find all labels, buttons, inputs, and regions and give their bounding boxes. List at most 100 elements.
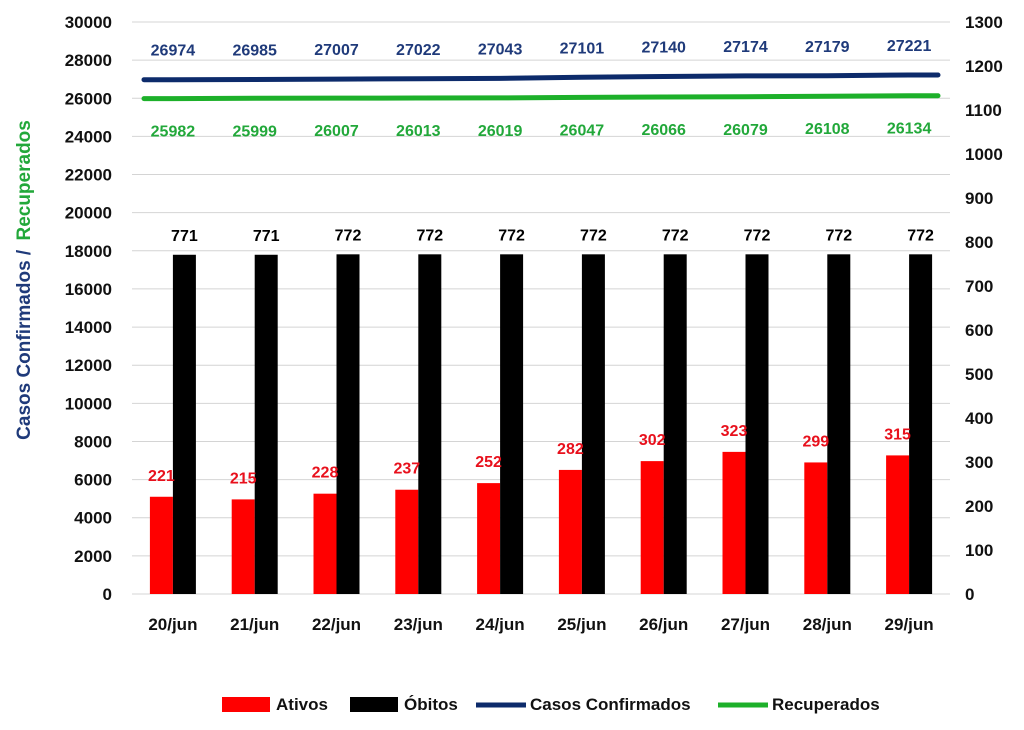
x-tick-label: 23/jun: [394, 615, 443, 634]
right-tick-label: 100: [965, 541, 993, 560]
data-label-casos-confirmados: 27022: [396, 42, 441, 59]
data-label-obitos: 772: [580, 227, 607, 244]
data-label-obitos: 772: [744, 227, 771, 244]
right-tick-label: 900: [965, 189, 993, 208]
right-tick-label: 1100: [965, 101, 1002, 120]
right-tick-label: 700: [965, 277, 993, 296]
x-tick-label: 28/jun: [803, 615, 852, 634]
left-tick-label: 24000: [65, 127, 112, 146]
data-label-casos-confirmados: 27140: [641, 40, 686, 57]
bar-ativos: [231, 499, 255, 594]
bar-obitos: [336, 254, 360, 594]
line-recuperados: [141, 93, 941, 102]
data-label-recuperados: 26013: [396, 123, 441, 140]
bar-ativos: [477, 483, 501, 594]
right-tick-label: 1200: [965, 57, 1003, 76]
data-label-obitos: 771: [253, 228, 280, 245]
data-label-ativos: 282: [557, 441, 584, 458]
right-tick-label: 600: [965, 321, 993, 340]
data-label-recuperados: 25982: [151, 124, 196, 141]
left-tick-label: 10000: [65, 394, 112, 413]
data-label-recuperados: 26079: [723, 122, 768, 139]
left-tick-label: 18000: [65, 242, 112, 261]
bar-ativos: [558, 469, 582, 594]
left-tick-label: 14000: [65, 318, 112, 337]
bar-obitos: [909, 254, 933, 594]
bar-ativos: [313, 493, 337, 594]
left-tick-label: 6000: [74, 471, 112, 490]
right-tick-label: 200: [965, 497, 993, 516]
legend-label-casos-confirmados: Casos Confirmados: [530, 695, 691, 714]
data-label-casos-confirmados: 27007: [314, 42, 359, 59]
data-label-ativos: 302: [639, 432, 666, 449]
right-tick-label: 1000: [965, 145, 1003, 164]
data-label-ativos: 237: [393, 461, 420, 478]
data-label-recuperados: 26007: [314, 123, 359, 140]
left-axis-title-part2: Recuperados: [14, 120, 35, 240]
left-axis-title: Casos Confirmados / Recuperados: [14, 120, 35, 440]
x-tick-label: 26/jun: [639, 615, 688, 634]
line-series: [141, 72, 941, 102]
left-tick-label: 20000: [65, 204, 112, 223]
data-label-recuperados: 26019: [478, 123, 523, 140]
data-label-obitos: 771: [171, 228, 198, 245]
bar-obitos: [581, 254, 605, 594]
data-label-obitos: 772: [416, 227, 443, 244]
legend-label-ativos: Ativos: [276, 695, 328, 714]
x-tick-label: 25/jun: [557, 615, 606, 634]
right-tick-label: 500: [965, 365, 993, 384]
data-label-obitos: 772: [498, 227, 525, 244]
data-label-obitos: 772: [662, 227, 689, 244]
right-tick-label: 400: [965, 409, 993, 428]
data-label-obitos: 772: [825, 227, 852, 244]
data-label-ativos: 299: [802, 433, 829, 450]
right-tick-label: 300: [965, 453, 993, 472]
right-axis-ticks: 0 100 200 300 400 500 600 700 800 900 1000 1100 1200…: [965, 13, 1003, 604]
legend-label-recuperados: Recuperados: [772, 695, 880, 714]
right-tick-label: 0: [965, 585, 974, 604]
data-labels: 221 771 215 771 228 772 237 772 252 772 282 772 302 7…: [148, 38, 934, 487]
data-label-casos-confirmados: 27174: [723, 39, 768, 56]
data-label-casos-confirmados: 27179: [805, 39, 850, 56]
left-tick-label: 2000: [74, 547, 112, 566]
x-tick-label: 20/jun: [148, 615, 197, 634]
bar-obitos: [663, 254, 687, 594]
x-tick-label: 22/jun: [312, 615, 361, 634]
data-label-casos-confirmados: 26974: [151, 43, 196, 60]
x-tick-label: 29/jun: [885, 615, 934, 634]
data-label-recuperados: 26066: [641, 122, 686, 139]
data-label-ativos: 228: [312, 465, 339, 482]
data-label-ativos: 252: [475, 454, 502, 471]
line-casos-confirmados: [141, 72, 941, 83]
legend-label-obitos: Óbitos: [404, 695, 458, 714]
data-label-obitos: 772: [335, 227, 362, 244]
legend: Ativos Óbitos Casos Confirmados Recupera…: [222, 695, 880, 714]
x-axis-ticks: 20/jun 21/jun 22/jun 23/jun 24/jun 25/jun 26/j…: [148, 615, 933, 634]
left-axis-ticks: 0 2000 4000 6000 8000 10000 12000 14000 16000 180…: [65, 13, 112, 604]
bar-obitos: [500, 254, 524, 594]
left-tick-label: 16000: [65, 280, 112, 299]
bar-obitos: [745, 254, 769, 594]
data-label-ativos: 315: [884, 426, 911, 443]
right-tick-label: 800: [965, 233, 993, 252]
data-label-recuperados: 26047: [560, 122, 605, 139]
data-label-obitos: 772: [907, 227, 934, 244]
bar-series: [149, 254, 933, 594]
data-label-ativos: 215: [230, 470, 257, 487]
data-label-casos-confirmados: 26985: [232, 42, 277, 59]
legend-swatch-obitos: [350, 697, 398, 712]
bar-ativos: [395, 489, 419, 594]
left-tick-label: 26000: [65, 89, 112, 108]
left-tick-label: 8000: [74, 432, 112, 451]
bar-ativos: [640, 461, 664, 594]
bar-ativos: [149, 496, 173, 594]
bar-obitos: [418, 254, 442, 594]
right-tick-label: 1300: [965, 13, 1003, 32]
bar-obitos: [254, 254, 278, 594]
left-tick-label: 22000: [65, 166, 112, 185]
data-label-recuperados: 26108: [805, 121, 850, 138]
bar-ativos: [804, 462, 828, 594]
data-label-ativos: 221: [148, 468, 175, 485]
